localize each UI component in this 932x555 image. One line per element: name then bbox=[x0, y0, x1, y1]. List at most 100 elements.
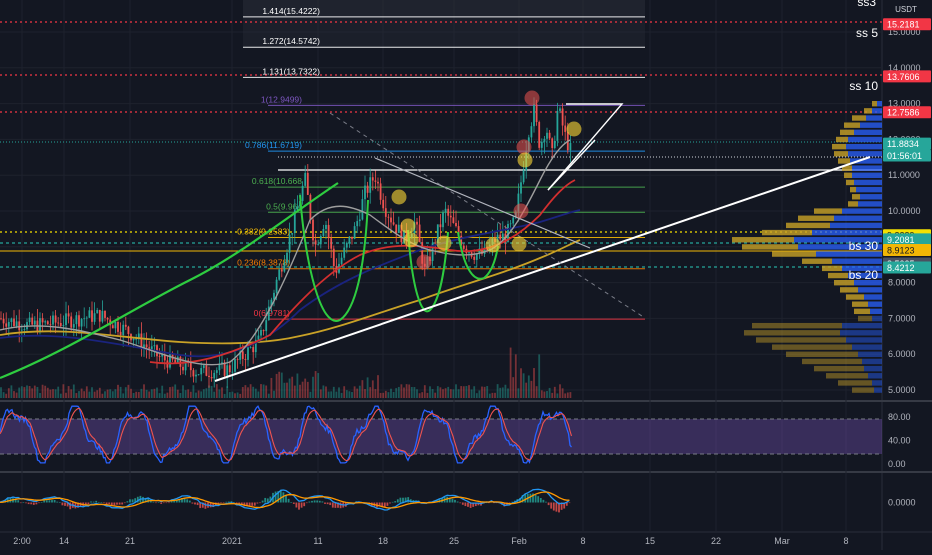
candle bbox=[197, 373, 200, 376]
marker-yellow bbox=[400, 218, 416, 234]
macd-histogram-bar bbox=[511, 501, 514, 503]
candle bbox=[356, 215, 359, 234]
descending-trendline bbox=[374, 157, 591, 249]
macd-histogram-bar bbox=[394, 501, 397, 503]
candle bbox=[33, 316, 36, 329]
macd-histogram-bar bbox=[285, 495, 287, 503]
macd-histogram-bar bbox=[269, 496, 272, 503]
macd-histogram-bar bbox=[103, 502, 105, 504]
volume-bar bbox=[403, 387, 405, 398]
candle bbox=[202, 363, 205, 374]
volume-profile-row bbox=[852, 194, 882, 200]
macd-histogram-bar bbox=[30, 502, 33, 505]
candle bbox=[13, 310, 15, 328]
candle bbox=[452, 209, 455, 224]
volume-bar bbox=[447, 386, 450, 398]
macd-histogram-bar bbox=[389, 502, 391, 504]
candle bbox=[538, 120, 541, 151]
annotation-label: ss 5 bbox=[856, 26, 878, 40]
macd-histogram-bar bbox=[495, 502, 498, 504]
volume-bar bbox=[499, 387, 502, 398]
macd-histogram-bar bbox=[298, 502, 300, 510]
volume-bar bbox=[18, 387, 21, 398]
volume-bar bbox=[202, 389, 205, 398]
candle bbox=[291, 232, 294, 246]
volume-bar bbox=[127, 384, 130, 398]
fib-label: 1.272(14.5742) bbox=[262, 36, 320, 46]
volume-bar bbox=[163, 393, 166, 398]
macd-histogram-bar bbox=[334, 502, 337, 508]
macd-histogram-bar bbox=[113, 502, 116, 506]
volume-bar bbox=[226, 386, 229, 398]
volume-bar bbox=[205, 388, 208, 398]
marker-yellow bbox=[436, 235, 452, 251]
volume-bar bbox=[335, 391, 338, 398]
price-badge-label: 11.8834 bbox=[887, 139, 919, 149]
volume-bar bbox=[80, 388, 83, 398]
volume-bar bbox=[457, 389, 460, 398]
macd-pane bbox=[0, 488, 571, 513]
macd-histogram-bar bbox=[555, 502, 558, 512]
volume-bar bbox=[20, 386, 23, 398]
macd-histogram-bar bbox=[178, 499, 181, 503]
volume-bar bbox=[26, 385, 28, 398]
macd-histogram-bar bbox=[196, 502, 199, 506]
volume-bar bbox=[283, 382, 286, 398]
volume-bar bbox=[426, 392, 429, 398]
volume-bar bbox=[117, 384, 119, 398]
candle bbox=[377, 177, 379, 192]
time-tick-label: 11 bbox=[313, 536, 322, 546]
volume-bar bbox=[7, 388, 10, 398]
macd-histogram-bar bbox=[477, 502, 480, 506]
macd-histogram-bar bbox=[282, 492, 285, 503]
price-tick-label: 11.0000 bbox=[888, 170, 920, 180]
volume-bar bbox=[62, 384, 65, 398]
fib-label: 0.618(10.668 bbox=[252, 176, 302, 186]
candle bbox=[72, 319, 75, 337]
price-badge-label: 8.9123 bbox=[887, 245, 915, 255]
volume-profile-row bbox=[840, 129, 882, 136]
stoch-band bbox=[0, 419, 882, 454]
candle bbox=[392, 211, 395, 226]
candle bbox=[88, 307, 91, 318]
macd-histogram-bar bbox=[162, 502, 165, 504]
volume-bar bbox=[535, 386, 538, 398]
white-rising-trendline bbox=[214, 156, 871, 382]
price-badge: 11.8834 bbox=[883, 137, 931, 150]
price-badge: 12.7586 bbox=[883, 106, 931, 119]
fib-label: 0.786(11.6719) bbox=[245, 140, 302, 150]
macd-histogram-bar bbox=[17, 500, 20, 503]
volume-bar bbox=[75, 393, 78, 398]
macd-histogram-bar bbox=[459, 502, 462, 504]
stoch-axis: 80.00 40.00 0.00 bbox=[888, 412, 911, 469]
volume-bar bbox=[395, 388, 398, 398]
volume-bar bbox=[507, 388, 509, 398]
volume-bar bbox=[358, 385, 361, 398]
macd-histogram-bar bbox=[558, 502, 560, 513]
candle bbox=[195, 369, 197, 383]
macd-histogram-bar bbox=[279, 490, 282, 503]
macd-histogram-bar bbox=[259, 502, 261, 504]
moving-averages bbox=[0, 139, 581, 366]
macd-histogram-bar bbox=[464, 502, 467, 507]
candle bbox=[296, 195, 299, 211]
fib-label: 0(6.9781) bbox=[254, 308, 291, 318]
macd-histogram-bar bbox=[552, 502, 555, 511]
candle bbox=[260, 325, 262, 339]
marker-yellow bbox=[566, 121, 582, 137]
volume-profile-row bbox=[744, 330, 882, 336]
volume-bar bbox=[286, 382, 288, 398]
macd-histogram-bar bbox=[238, 502, 241, 504]
volume-bar bbox=[91, 387, 93, 398]
volume-bar bbox=[564, 393, 567, 398]
volume-bar bbox=[31, 388, 34, 398]
time-tick-label: 8 bbox=[843, 536, 848, 546]
volume-bar bbox=[111, 391, 114, 398]
candle bbox=[559, 106, 561, 114]
volume-bar bbox=[195, 392, 197, 398]
candle bbox=[353, 222, 356, 240]
candle bbox=[176, 350, 179, 364]
candle bbox=[210, 370, 213, 382]
